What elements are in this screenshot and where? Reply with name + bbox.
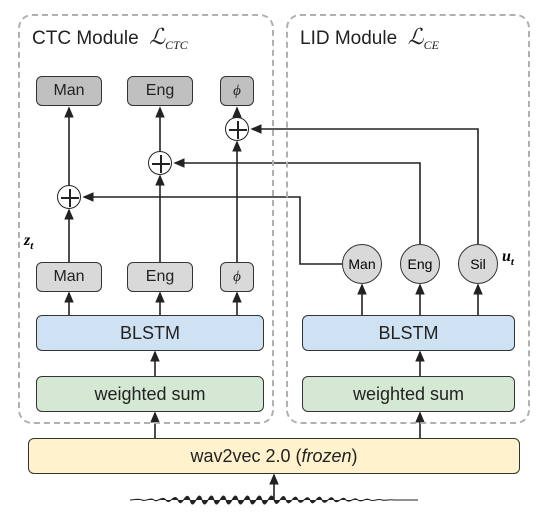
ctc-out-eng: Eng xyxy=(127,76,193,106)
lid-circ-sil-label: Sil xyxy=(470,256,486,272)
ctc-loss-symbol: ℒ xyxy=(149,24,165,49)
ctc-in-man: Man xyxy=(36,262,102,292)
u-t-label: ut xyxy=(502,248,514,268)
lid-circ-man: Man xyxy=(342,244,382,284)
plus-man xyxy=(57,185,81,209)
ctc-ws-label: weighted sum xyxy=(94,384,205,405)
ctc-loss-sub: CTC xyxy=(165,38,188,52)
lid-title-text: LID Module xyxy=(300,28,397,49)
u-symbol: u xyxy=(502,248,511,265)
ctc-weighted-sum-block: weighted sum xyxy=(36,376,264,412)
lid-ws-label: weighted sum xyxy=(353,384,464,405)
ctc-in-eng-label: Eng xyxy=(146,268,174,286)
lid-weighted-sum-block: weighted sum xyxy=(302,376,515,412)
lid-circ-eng-label: Eng xyxy=(408,256,433,272)
ctc-title-text: CTC Module xyxy=(32,28,139,49)
lid-loss-sub: CE xyxy=(424,38,439,52)
ctc-module-title: CTC Module ℒCTC xyxy=(32,24,188,53)
wav2vec-label: wav2vec 2.0 (frozen) xyxy=(190,446,357,467)
plus-phi xyxy=(225,117,249,141)
ctc-blstm-label: BLSTM xyxy=(120,323,180,344)
lid-circ-sil: Sil xyxy=(458,244,498,284)
ctc-in-man-label: Man xyxy=(53,268,84,286)
z-sub: t xyxy=(30,240,33,252)
ctc-in-phi-label: ϕ xyxy=(233,269,241,286)
lid-blstm-block: BLSTM xyxy=(302,315,515,351)
ctc-out-man: Man xyxy=(36,76,102,106)
ctc-in-phi: ϕ xyxy=(220,262,254,292)
u-sub: t xyxy=(511,256,514,268)
lid-loss-symbol: ℒ xyxy=(408,24,424,49)
wav2vec-block: wav2vec 2.0 (frozen) xyxy=(28,438,520,474)
lid-blstm-label: BLSTM xyxy=(378,323,438,344)
ctc-out-phi: ϕ xyxy=(220,76,254,106)
ctc-out-phi-label: ϕ xyxy=(233,83,241,100)
ctc-in-eng: Eng xyxy=(127,262,193,292)
lid-module-panel xyxy=(286,14,530,424)
ctc-out-man-label: Man xyxy=(53,82,84,100)
plus-eng xyxy=(148,151,172,175)
lid-circ-eng: Eng xyxy=(400,244,440,284)
lid-module-title: LID Module ℒCE xyxy=(300,24,439,53)
ctc-blstm-block: BLSTM xyxy=(36,315,264,351)
lid-circ-man-label: Man xyxy=(348,256,375,272)
diagram-canvas: CTC Module ℒCTC LID Module ℒCE wav2vec 2… xyxy=(0,0,548,526)
ctc-out-eng-label: Eng xyxy=(146,82,174,100)
z-t-label: zt xyxy=(24,232,33,252)
